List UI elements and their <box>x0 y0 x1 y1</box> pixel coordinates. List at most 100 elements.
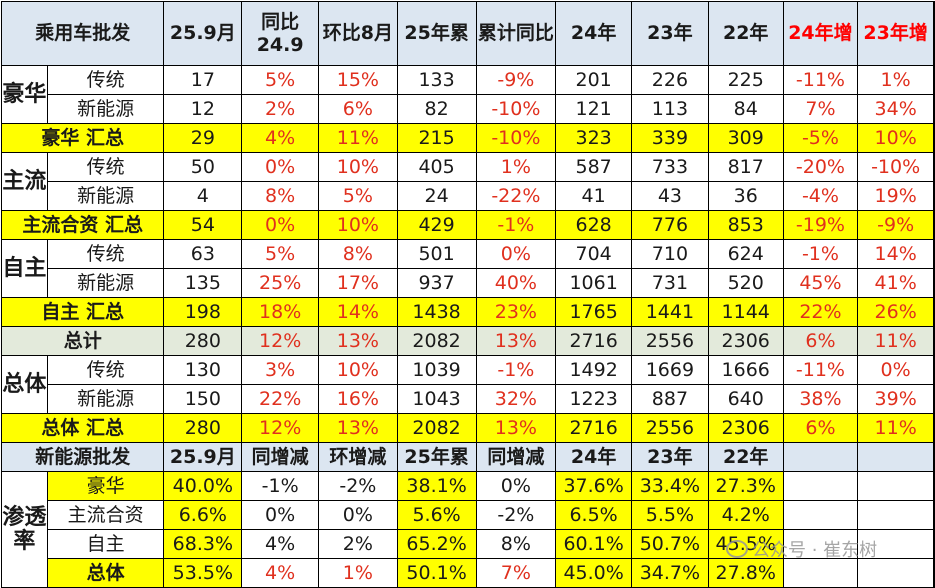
column-header: 24年 <box>555 442 633 472</box>
value-cell: 0% <box>318 500 398 530</box>
value-cell: 13% <box>318 326 398 356</box>
value-cell: 733 <box>631 152 709 182</box>
value-cell: 280 <box>163 413 243 443</box>
value-cell: 38.1% <box>396 471 477 501</box>
data-row: 总体 传统 130 3% 10% 1039 -1% 1492 1669 1666 -11% 0% <box>1 355 935 414</box>
empty-cell <box>782 471 859 501</box>
value-cell: 82 <box>396 94 477 124</box>
value-cell: 12% <box>241 413 319 443</box>
value-cell: 45.5% <box>707 529 784 559</box>
value-cell: 429 <box>396 210 477 240</box>
value-cell: 6.6% <box>163 500 243 530</box>
value-cell: 640 <box>707 384 784 414</box>
value-cell: -2% <box>318 471 398 501</box>
empty-cell <box>933 210 935 240</box>
value-cell: -11% <box>782 65 859 95</box>
summary-label: 豪华 汇总 <box>0 123 165 153</box>
value-cell: 40.0% <box>163 471 243 501</box>
column-header: 同增减 <box>241 442 319 472</box>
value-cell: 5.6% <box>396 500 477 530</box>
empty-cell <box>933 152 935 182</box>
summary-label: 总体 汇总 <box>0 413 165 443</box>
penetration-row: 自主 68.3% 4% 2% 65.2% 8% 60.1% 50.7% 45.5% <box>2 529 935 559</box>
value-cell: -2% <box>475 500 557 530</box>
value-cell: 5% <box>318 181 398 211</box>
value-cell: 776 <box>631 210 709 240</box>
value-cell: 731 <box>631 268 709 298</box>
value-cell: 27.8% <box>707 558 784 588</box>
empty-cell <box>933 123 935 153</box>
type-label: 传统 <box>46 355 165 385</box>
value-cell: 887 <box>631 384 709 414</box>
value-cell: 7% <box>475 558 557 588</box>
value-cell: -1% <box>475 355 557 385</box>
value-cell: 14% <box>318 297 398 327</box>
value-cell: 0% <box>241 152 319 182</box>
value-cell: 4.2% <box>707 500 784 530</box>
value-cell: 8% <box>241 181 319 211</box>
value-cell: -1% <box>782 239 859 269</box>
empty-cell <box>933 297 935 327</box>
value-cell: 628 <box>555 210 633 240</box>
summary-label: 自主 汇总 <box>0 297 165 327</box>
value-cell: 26% <box>857 297 934 327</box>
type-label: 新能源 <box>46 94 165 124</box>
value-cell: 121 <box>555 94 633 124</box>
value-cell: 22% <box>782 297 859 327</box>
empty-cell <box>933 413 935 443</box>
penetration-row: 渗透率 豪华 40.0% -1% -2% 38.1% 0% 37.6% 33.4% 27.3% <box>1 471 935 588</box>
value-cell: 29 <box>163 123 243 153</box>
value-cell: 135 <box>163 268 243 298</box>
value-cell: 50 <box>163 152 243 182</box>
value-cell: -19% <box>782 210 859 240</box>
value-cell: 34.7% <box>631 558 709 588</box>
value-cell: 50.7% <box>631 529 709 559</box>
value-cell: 54 <box>163 210 243 240</box>
value-cell: 1666 <box>707 355 784 385</box>
type-label: 传统 <box>46 152 165 182</box>
column-header: 乘用车批发 <box>0 1 165 66</box>
value-cell: 25% <box>241 268 319 298</box>
column-header: 25.9月 <box>163 1 243 66</box>
value-cell: 33.4% <box>631 471 709 501</box>
value-cell: 12% <box>241 326 319 356</box>
value-cell: 34% <box>857 94 934 124</box>
value-cell: 339 <box>631 123 709 153</box>
value-cell: 45.0% <box>555 558 633 588</box>
value-cell: -1% <box>475 210 557 240</box>
value-cell: 1438 <box>396 297 477 327</box>
value-cell: 84 <box>707 94 784 124</box>
empty-cell <box>933 471 935 501</box>
column-header: 同增减 <box>475 442 557 472</box>
value-cell: 1669 <box>631 355 709 385</box>
value-cell: 1441 <box>631 297 709 327</box>
value-cell: -20% <box>782 152 859 182</box>
value-cell: 41% <box>857 268 934 298</box>
column-header: 同比24.9 <box>241 1 319 66</box>
empty-cell <box>933 500 935 530</box>
value-cell: 280 <box>163 326 243 356</box>
value-cell: 63 <box>163 239 243 269</box>
value-cell: -9% <box>475 65 557 95</box>
value-cell: 15% <box>318 65 398 95</box>
empty-cell <box>857 558 934 588</box>
group-label: 渗透率 <box>1 471 48 588</box>
type-label: 自主 <box>46 529 165 559</box>
header-row: 乘用车批发 25.9月 同比24.9 环比8月 25年累 累计同比 24年 23年 22年 24年… <box>0 1 935 66</box>
header-spacer <box>857 442 934 472</box>
value-cell: -10% <box>475 94 557 124</box>
empty-cell <box>857 471 934 501</box>
value-cell: 40% <box>475 268 557 298</box>
value-cell: -11% <box>782 355 859 385</box>
value-cell: 133 <box>396 65 477 95</box>
nev-header-row: 新能源批发 25.9月 同增减 环增减 25年累 同增减 24年 23年 22年 <box>0 442 935 472</box>
value-cell: 201 <box>555 65 633 95</box>
summary-label: 主流合资 汇总 <box>0 210 165 240</box>
header-spacer <box>933 442 935 472</box>
value-cell: -1% <box>241 471 319 501</box>
value-cell: -22% <box>475 181 557 211</box>
value-cell: 1043 <box>396 384 477 414</box>
value-cell: 60.1% <box>555 529 633 559</box>
empty-cell <box>782 500 859 530</box>
value-cell: 10% <box>857 123 934 153</box>
